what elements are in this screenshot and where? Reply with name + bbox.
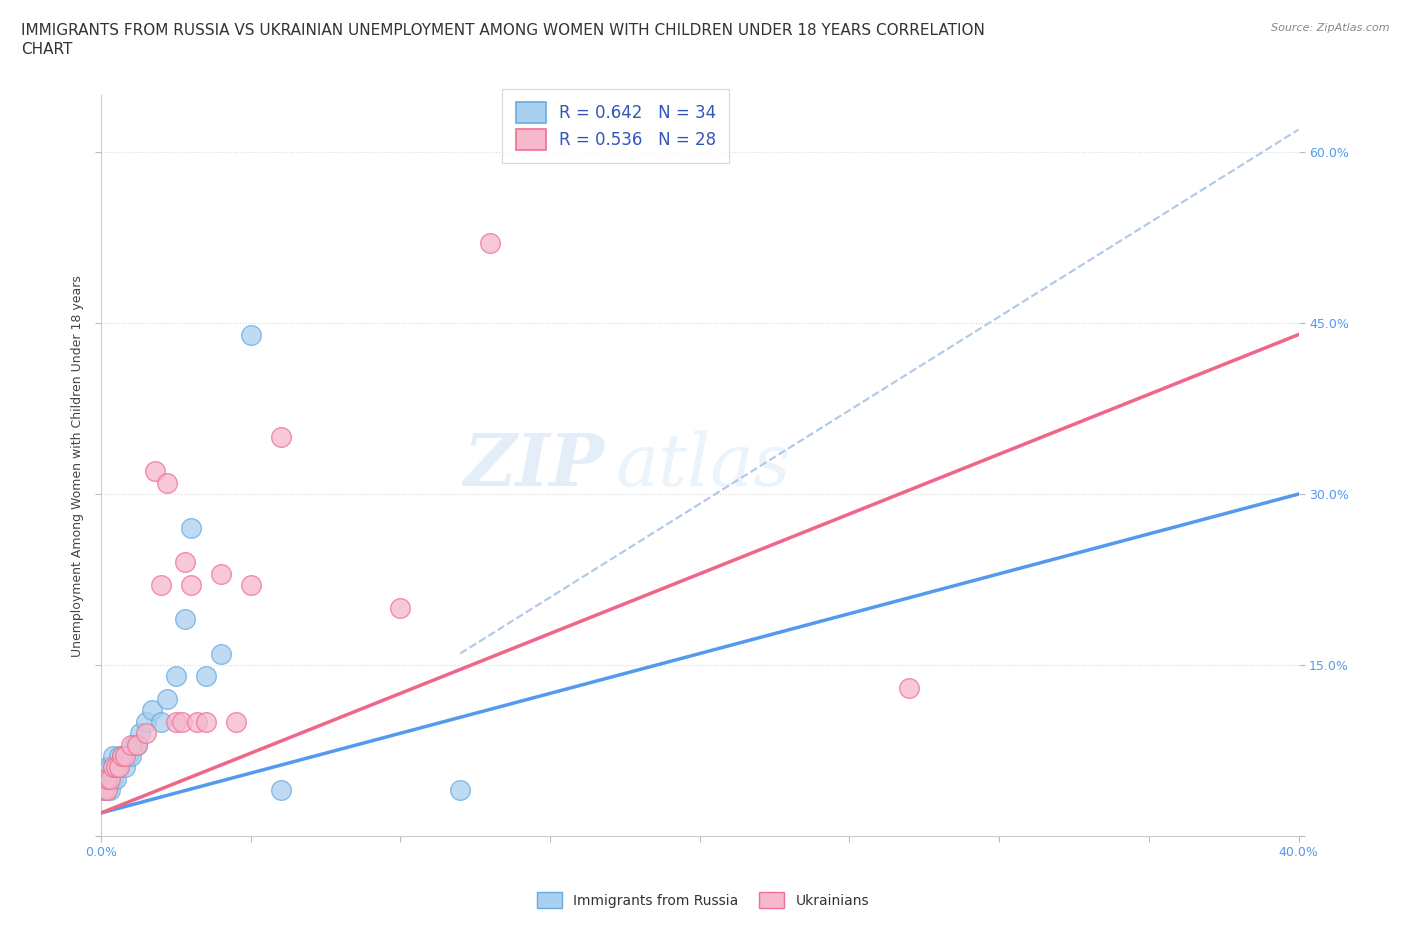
Point xyxy=(108,749,131,764)
Point xyxy=(149,578,172,592)
Point xyxy=(98,760,121,775)
Text: IMMIGRANTS FROM RUSSIA VS UKRAINIAN UNEMPLOYMENT AMONG WOMEN WITH CHILDREN UNDER: IMMIGRANTS FROM RUSSIA VS UKRAINIAN UNEM… xyxy=(21,23,986,38)
Point xyxy=(98,771,121,786)
Point xyxy=(209,646,232,661)
Point xyxy=(449,783,471,798)
Point xyxy=(239,327,262,342)
Point xyxy=(170,714,193,729)
Point xyxy=(96,760,118,775)
Point xyxy=(898,680,921,695)
Point xyxy=(149,714,172,729)
Point xyxy=(108,760,131,775)
Point xyxy=(96,771,118,786)
Point xyxy=(156,692,179,707)
Point xyxy=(135,714,157,729)
Point xyxy=(101,771,124,786)
Point xyxy=(93,771,115,786)
Text: Source: ZipAtlas.com: Source: ZipAtlas.com xyxy=(1271,23,1389,33)
Point xyxy=(98,771,121,786)
Point xyxy=(270,783,292,798)
Point xyxy=(270,430,292,445)
Point xyxy=(111,749,134,764)
Point xyxy=(93,783,115,798)
Point xyxy=(104,760,127,775)
Point xyxy=(141,703,163,718)
Text: CHART: CHART xyxy=(21,42,73,57)
Point xyxy=(225,714,247,729)
Point xyxy=(186,714,208,729)
Point xyxy=(156,475,179,490)
Point xyxy=(104,771,127,786)
Point xyxy=(194,714,217,729)
Point xyxy=(96,771,118,786)
Point xyxy=(239,578,262,592)
Point xyxy=(125,737,148,752)
Point xyxy=(120,737,142,752)
Point xyxy=(120,749,142,764)
Point xyxy=(96,783,118,798)
Point xyxy=(108,760,131,775)
Point xyxy=(122,737,145,752)
Point xyxy=(173,555,195,570)
Point xyxy=(96,783,118,798)
Point xyxy=(101,760,124,775)
Point xyxy=(479,236,502,251)
Legend: R = 0.642   N = 34, R = 0.536   N = 28: R = 0.642 N = 34, R = 0.536 N = 28 xyxy=(502,89,730,163)
Point xyxy=(117,749,139,764)
Point xyxy=(165,669,187,684)
Point xyxy=(114,760,136,775)
Point xyxy=(114,749,136,764)
Text: atlas: atlas xyxy=(616,431,792,501)
Point xyxy=(111,749,134,764)
Point xyxy=(165,714,187,729)
Point xyxy=(209,566,232,581)
Point xyxy=(389,601,412,616)
Point xyxy=(98,783,121,798)
Y-axis label: Unemployment Among Women with Children Under 18 years: Unemployment Among Women with Children U… xyxy=(72,274,84,657)
Point xyxy=(104,760,127,775)
Point xyxy=(194,669,217,684)
Point xyxy=(143,464,166,479)
Point xyxy=(101,760,124,775)
Point xyxy=(180,578,202,592)
Point xyxy=(101,749,124,764)
Legend: Immigrants from Russia, Ukrainians: Immigrants from Russia, Ukrainians xyxy=(531,886,875,914)
Point xyxy=(180,521,202,536)
Point xyxy=(135,725,157,740)
Point xyxy=(173,612,195,627)
Point xyxy=(93,783,115,798)
Text: ZIP: ZIP xyxy=(463,430,605,501)
Point xyxy=(125,737,148,752)
Point xyxy=(128,725,150,740)
